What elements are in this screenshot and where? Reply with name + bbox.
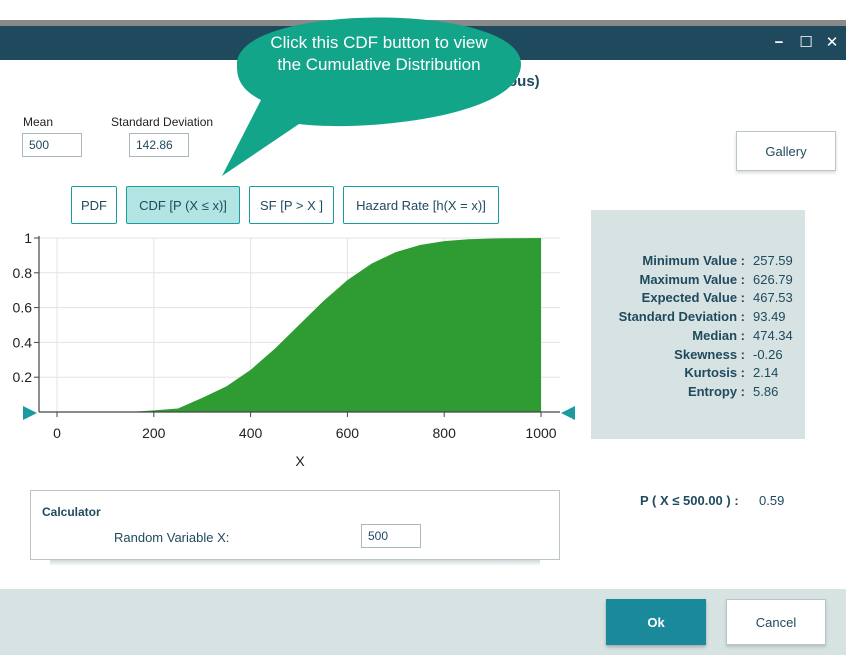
calculator-panel: Calculator Random Variable X: 500 [30,490,560,560]
stats-panel: Minimum Value : 257.59 Maximum Value : 626.… [591,210,805,439]
calculator-shadow [50,560,540,566]
stat-label: Entropy : [687,383,745,399]
stat-value: -0.26 [753,346,783,362]
callout-shape [222,17,521,176]
stat-value: 626.79 [753,271,793,287]
cancel-button[interactable]: Cancel [726,599,826,645]
x-tick-label: 600 [336,425,360,441]
stat-label: Skewness : [674,346,745,362]
stat-label: Expected Value : [641,290,745,306]
probability-label: P ( X ≤ 500.00 ) : [640,493,739,508]
mean-input[interactable]: 500 [22,133,82,157]
stat-value: 467.53 [753,290,793,306]
y-tick-label: 1 [24,230,32,246]
stat-row: Kurtosis : 2.14 [591,365,805,383]
x-tick-label: 800 [433,425,457,441]
random-variable-input[interactable]: 500 [361,524,421,548]
stat-value: 2.14 [753,365,779,381]
stat-label: Median : [692,327,745,343]
cdf-area [129,238,541,412]
range-marker-left-icon[interactable] [23,406,37,420]
hazard-rate-button[interactable]: Hazard Rate [h(X = x)] [343,186,499,224]
probability-value: 0.59 [759,493,785,508]
sd-input[interactable]: 142.86 [129,133,189,157]
callout-text: Click this CDF button to view the Cumula… [270,33,488,74]
y-tick-label: 0.2 [13,369,33,385]
y-tick-label: 0.8 [13,265,33,281]
sf-button[interactable]: SF [P > X ] [249,186,334,224]
close-icon[interactable]: ✕ [825,34,839,51]
stat-value: 257.59 [753,253,793,268]
calculator-title: Calculator [42,505,101,519]
stat-row: Skewness : -0.26 [591,347,805,365]
footer-bar [0,589,846,655]
stat-row: Maximum Value : 626.79 [591,272,805,290]
mean-label: Mean [23,115,54,129]
stat-value: 474.34 [753,327,793,343]
maximize-icon[interactable]: ☐ [799,34,813,51]
pdf-button[interactable]: PDF [71,186,117,224]
x-axis-ticks: 0 200 400 600 800 1000 [53,412,557,441]
stat-value: 5.86 [753,383,779,399]
stat-label: Standard Deviation : [618,309,745,325]
stat-row: Expected Value : 467.53 [591,290,805,308]
cdf-chart: 0 200 400 600 800 1000 0.2 0.4 0.6 0.8 1 X [13,230,575,469]
stat-row: Median : 474.34 [591,328,805,346]
x-tick-label: 200 [142,425,166,441]
x-tick-label: 1000 [525,425,556,441]
stat-row: Entropy : 5.86 [591,384,805,402]
sd-label: Standard Deviation [111,115,214,129]
random-variable-label: Random Variable X: [114,530,230,545]
gallery-button[interactable]: Gallery [736,131,836,171]
y-axis-ticks: 0.2 0.4 0.6 0.8 1 [13,230,39,385]
stat-label: Kurtosis : [684,365,745,381]
stat-value: 93.49 [753,309,786,325]
y-tick-label: 0.4 [13,334,33,350]
cdf-button[interactable]: CDF [P (X ≤ x)] [126,186,240,224]
stat-row: Minimum Value : 257.59 [591,253,805,271]
range-marker-right-icon[interactable] [561,406,575,420]
stat-row: Standard Deviation : 93.49 [591,309,805,327]
callout-bubble [222,17,521,176]
y-tick-label: 0.6 [13,300,33,316]
ok-button[interactable]: Ok [606,599,706,645]
stat-label: Maximum Value : [639,271,745,287]
x-tick-label: 400 [239,425,263,441]
x-axis-label: X [295,453,305,469]
minimize-icon[interactable]: − [774,34,784,51]
stat-label: Minimum Value : [642,253,745,268]
x-tick-label: 0 [53,425,61,441]
